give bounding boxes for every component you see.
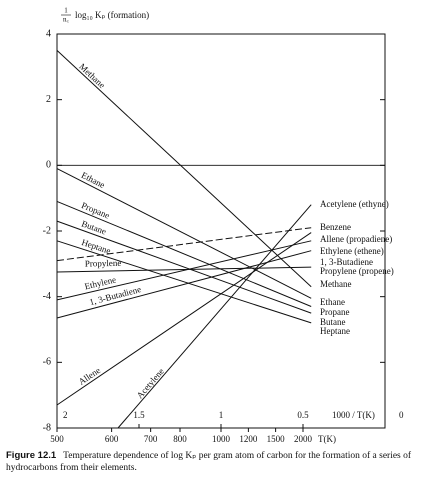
x-label: 1000 / T(K) — [332, 410, 375, 420]
series-end-label: Ethane — [320, 297, 345, 307]
x2-tick-label: 500 — [50, 434, 64, 444]
y-tick-label: -2 — [43, 225, 51, 236]
series-end-label: Butane — [320, 317, 346, 327]
series-line — [56, 266, 312, 273]
x-tick-label: 1.5 — [133, 410, 145, 420]
y-tick-label: -4 — [43, 291, 51, 302]
x2-tick-label: 1200 — [239, 434, 258, 444]
x-tick-label: 0 — [399, 410, 404, 420]
x2-tick-label: 1000 — [212, 434, 231, 444]
x-tick-label: 2 — [63, 410, 68, 420]
series-line — [56, 200, 312, 307]
series-line — [117, 204, 312, 429]
series-left-label: Butane — [80, 218, 107, 236]
x2-tick-label: 800 — [173, 434, 187, 444]
y-tick-label: -6 — [43, 357, 51, 368]
y-label: log₁₀ Kₚ (formation) — [75, 10, 149, 20]
series-line — [56, 220, 312, 314]
y-label-denominator: n꜀ — [63, 16, 70, 24]
series-end-label: Acetylene (ethyne) — [320, 199, 389, 209]
x-tick-label: 1 — [219, 410, 224, 420]
y-tick-label: -8 — [43, 422, 51, 433]
x2-tick-label: 700 — [144, 434, 158, 444]
series-line — [56, 227, 312, 262]
y-tick-label: 2 — [46, 94, 51, 105]
caption-text: Temperature dependence of log Kₚ per gra… — [6, 451, 412, 473]
series-end-label: Allene (propadiene) — [320, 234, 392, 244]
series-line — [56, 240, 312, 324]
series-end-label: 1, 3-Butadiene — [320, 257, 373, 267]
y-tick-label: 0 — [46, 160, 51, 171]
caption-label: Figure 12.1 — [6, 450, 57, 461]
x-tick-label: 0.5 — [297, 410, 309, 420]
series-end-label: Benzene — [320, 222, 351, 232]
series-line — [56, 50, 312, 288]
series-line — [56, 240, 312, 301]
y-tick-label: 4 — [46, 28, 51, 39]
series-left-label: Acetylene — [135, 366, 166, 400]
series-left-label: Ethylene — [84, 274, 117, 291]
x2-label: T(K) — [318, 434, 336, 444]
series-end-label: Methane — [320, 279, 352, 289]
series-end-label: Heptane — [320, 326, 350, 336]
y-label-numerator: 1 — [64, 7, 68, 15]
caption: Figure 12.1 Temperature dependence of lo… — [6, 450, 431, 474]
x2-tick-label: 600 — [105, 434, 119, 444]
x2-tick-label: 2000 — [294, 434, 313, 444]
series-line — [56, 232, 312, 406]
x2-tick-label: 1500 — [267, 434, 286, 444]
series-line — [56, 168, 312, 299]
series-left-label: Propylene — [85, 258, 122, 269]
series-end-label: Ethylene (ethene) — [320, 246, 384, 256]
chart: 1 n꜀ log₁₀ Kₚ (formation) 1000 / T(K) T(… — [43, 7, 404, 444]
series-end-label: Propylene (propene) — [320, 266, 394, 276]
series-left-label: Methane — [77, 61, 107, 90]
series-end-label: Propane — [320, 307, 350, 317]
